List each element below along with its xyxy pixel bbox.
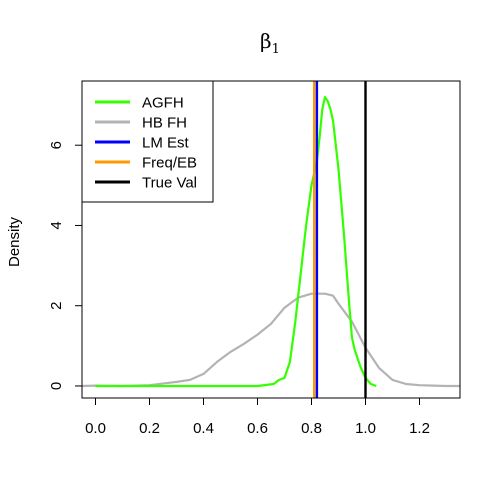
series-layer bbox=[81, 81, 460, 398]
y-tick-label: 2 bbox=[48, 302, 65, 310]
chart-title-subscript: 1 bbox=[272, 42, 280, 57]
series-agfh-line bbox=[95, 95, 377, 388]
legend-label-true-val: True Val bbox=[142, 174, 197, 191]
x-tick-label: 0.6 bbox=[247, 420, 268, 437]
x-tick-label: 0.0 bbox=[85, 420, 106, 437]
y-tick-label: 4 bbox=[48, 221, 65, 229]
x-tick-label: 1.2 bbox=[409, 420, 430, 437]
series-hb-fh-line bbox=[81, 292, 460, 388]
x-tick-label: 0.4 bbox=[193, 420, 214, 437]
x-tick-label: 0.2 bbox=[139, 420, 160, 437]
legend-label-freq-eb: Freq/EB bbox=[142, 154, 197, 171]
legend: AGFH HB FH LM Est Freq/EB True Val bbox=[81, 80, 214, 203]
legend-label-hb-fh: HB FH bbox=[142, 114, 187, 131]
y-tick-label: 0 bbox=[48, 382, 65, 390]
y-axis-label: Density bbox=[6, 216, 23, 267]
x-tick-label: 1.0 bbox=[355, 420, 376, 437]
y-axis: 0 2 4 6 bbox=[48, 141, 83, 390]
legend-label-agfh: AGFH bbox=[142, 94, 184, 111]
x-tick-label: 0.8 bbox=[301, 420, 322, 437]
legend-label-lm-est: LM Est bbox=[142, 134, 190, 151]
chart-title: β1 bbox=[260, 29, 280, 57]
chart-title-base: β bbox=[260, 29, 272, 53]
y-tick-label: 6 bbox=[48, 141, 65, 149]
x-axis: 0.0 0.2 0.4 0.6 0.8 1.0 1.2 bbox=[85, 397, 430, 437]
